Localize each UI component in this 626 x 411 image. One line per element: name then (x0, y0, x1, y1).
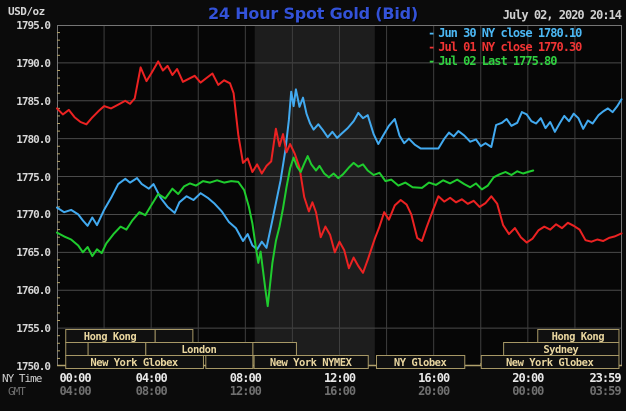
session-label: NY Globex (394, 357, 448, 369)
session-box (480, 355, 620, 369)
session-box (87, 342, 147, 356)
x-tick-label-ny: 04:00 (135, 371, 168, 385)
session-label: Hong Kong (552, 331, 605, 343)
y-tick-label: 1775.0 (16, 170, 51, 184)
y-axis-unit-label: USD/oz (8, 5, 45, 18)
session-box (65, 342, 89, 356)
session-box (252, 342, 297, 356)
x-tick-label-ny: 12:00 (323, 371, 356, 385)
legend-label: Jun 30 NY close 1780.10 (438, 26, 582, 40)
legend-dash-swatch: - (428, 40, 435, 54)
legend-entry: - Jun 30 NY close 1780.10 (428, 26, 582, 40)
x-tick-label-gmt: 08:00 (135, 384, 168, 398)
legend-label: Jul 01 NY close 1770.30 (438, 40, 582, 54)
y-tick-label: 1790.0 (16, 56, 51, 70)
session-label: London (181, 344, 216, 356)
session-box (253, 355, 369, 369)
x-tick-label-gmt: 00:00 (512, 384, 544, 398)
chart-title: 24 Hour Spot Gold (Bid) (207, 4, 419, 23)
y-tick-label: 1765.0 (16, 246, 51, 260)
session-box (375, 355, 466, 369)
y-tick-label: 1760.0 (16, 284, 51, 298)
session-label: New York Globex (90, 357, 179, 369)
session-box (205, 355, 254, 369)
x-tick-label-ny: 16:00 (418, 371, 450, 385)
y-tick-label: 1785.0 (16, 94, 51, 108)
x-tick-label-gmt: 04:00 (59, 384, 91, 398)
legend-entry: - Jul 02 Last 1775.80 (428, 54, 581, 68)
legend: - Jun 30 NY close 1780.10- Jul 01 NY close… (428, 26, 582, 68)
y-tick-label: 1780.0 (16, 132, 51, 146)
y-tick-label: 1795.0 (16, 19, 51, 32)
x-tick-label-ny: 20:00 (512, 371, 544, 385)
gmt-axis-caption: GMT (8, 385, 26, 398)
x-tick-label-gmt: 20:00 (418, 384, 450, 398)
legend-entry: - Jul 01 NY close 1770.30 (428, 40, 582, 54)
session-box (65, 355, 204, 369)
legend-dash-swatch: - (428, 26, 435, 40)
x-tick-label-ny: 00:00 (59, 371, 91, 385)
x-tick-label-gmt: 03:59 (589, 384, 621, 398)
x-tick-label-gmt: 16:00 (323, 384, 356, 398)
y-tick-label: 1755.0 (16, 322, 51, 336)
nymex-session-band (254, 25, 375, 366)
price-line-jun-30-ny-close (56, 88, 623, 251)
legend-label: Jul 02 Last 1775.80 (438, 54, 557, 68)
x-tick-label-gmt: 12:00 (229, 384, 262, 398)
legend-dash-swatch: - (428, 54, 435, 68)
plot-area: Hong Kong Hong Kong London Sydney New York G… (56, 25, 623, 369)
session-label: Hong Kong (84, 331, 137, 343)
session-label: New York NYMEX (270, 357, 353, 369)
y-tick-label: 1770.0 (16, 208, 51, 222)
price-line-jul-02-last (56, 155, 535, 308)
x-tick-label-ny: 08:00 (229, 371, 262, 385)
chart-timestamp: July 02, 2020 20:14 (502, 8, 622, 22)
ny-time-axis-caption: NY Time (2, 372, 42, 385)
y-tick-label: 1750.0 (16, 360, 51, 373)
session-box (154, 329, 194, 343)
price-line-jul-01-ny-close (56, 60, 623, 274)
session-label: New York Globex (506, 357, 595, 369)
x-tick-label-ny: 23:59 (589, 371, 621, 385)
session-label: Sydney (543, 344, 579, 356)
